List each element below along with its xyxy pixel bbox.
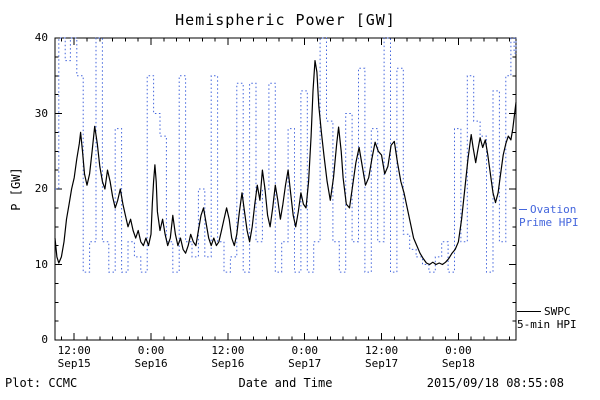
chart-title: Hemispheric Power [GW] [175,11,396,29]
x-tick-label: 0:00 Sep17 [288,344,322,370]
axis-ticks [55,37,516,341]
legend-swpc-row1: SWPC [517,305,577,318]
x-tick-label: 0:00 Sep18 [441,344,475,370]
y-tick-label: 0 [41,333,48,346]
ovation-series-line [55,37,517,273]
plot-credit: Plot: CCMC [5,376,78,390]
legend-swpc-label1: SWPC [544,305,571,318]
y-tick-label: 20 [34,182,48,195]
legend-ovation-row1: Ovation [519,203,579,216]
x-tick-label: 12:00 Sep16 [211,344,245,370]
legend-ovation-label2: Prime HPI [519,216,579,229]
swpc-line-sample-icon [517,311,541,312]
swpc-series-line [54,60,517,266]
y-tick-label: 30 [34,106,48,120]
legend-swpc: SWPC 5-min HPI [517,305,577,331]
x-tick-label: 12:00 Sep15 [57,344,91,370]
legend-ovation: Ovation Prime HPI [519,203,579,229]
y-tick-label: 40 [34,31,48,44]
ovation-line-sample-icon [519,209,527,210]
x-tick-label: 0:00 Sep16 [134,344,168,370]
x-tick-label: 12:00 Sep17 [364,344,399,370]
legend-ovation-label1: Ovation [530,203,577,216]
x-axis-label: Date and Time [238,376,333,390]
y-tick-label: 10 [34,257,48,271]
plot-timestamp: 2015/09/18 08:55:08 [426,376,564,390]
legend-swpc-label2: 5-min HPI [517,318,577,331]
